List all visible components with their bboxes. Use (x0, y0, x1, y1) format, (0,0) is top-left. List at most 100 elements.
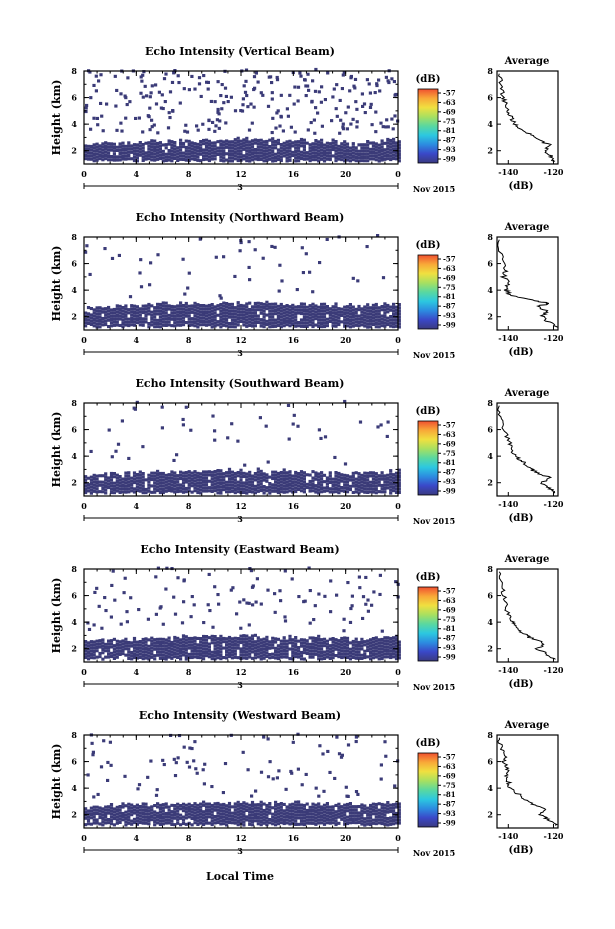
echo-cell (242, 323, 246, 327)
echo-cell (351, 154, 355, 158)
echo-cell (118, 817, 122, 821)
echo-cell (109, 308, 114, 312)
echo-cell (348, 149, 352, 153)
echo-cell (256, 145, 260, 149)
echo-cell (135, 813, 139, 817)
echo-cell (204, 307, 209, 311)
echo-cell (331, 814, 335, 818)
echo-cell (328, 319, 332, 323)
echo-cell (193, 321, 197, 325)
echo-cell (288, 806, 292, 810)
echo-cell (354, 808, 358, 812)
echo-cell (225, 820, 229, 824)
echo-cell (282, 308, 286, 312)
echo-cell (92, 314, 96, 318)
echo-cell (394, 484, 399, 488)
echo-cell (262, 656, 266, 660)
echo-cell (161, 819, 165, 823)
echo-cell (173, 471, 177, 475)
echo-cell (262, 644, 266, 648)
echo-cell (366, 490, 370, 494)
echo-cell (124, 640, 128, 644)
echo-cell (176, 483, 180, 487)
echo-speckle (394, 580, 398, 584)
echo-speckle (162, 77, 167, 81)
echo-cell (366, 813, 370, 817)
echo-cell (377, 306, 381, 310)
echo-cell (363, 481, 367, 485)
echo-speckle (152, 123, 156, 127)
echo-cell (389, 142, 393, 146)
echo-cell (348, 488, 352, 492)
echo-speckle (229, 95, 233, 99)
echo-cell (158, 322, 162, 326)
echo-cell (285, 143, 289, 147)
echo-cell (343, 822, 347, 826)
echo-cell (167, 149, 171, 153)
echo-cell (118, 808, 122, 812)
echo-speckle (317, 592, 321, 596)
echo-cell (207, 310, 211, 314)
echo-speckle (310, 99, 314, 103)
echo-cell (294, 480, 298, 484)
echo-cell (369, 474, 373, 478)
echo-cell (380, 809, 384, 813)
echo-cell (92, 317, 96, 321)
echo-cell (392, 636, 396, 640)
echo-cell (314, 819, 318, 823)
echo-cell (213, 324, 217, 328)
echo-cell (271, 483, 275, 487)
echo-cell (386, 310, 390, 314)
echo-cell (158, 650, 162, 654)
echo-speckle (319, 436, 323, 440)
echo-cell (245, 308, 249, 312)
echo-cell (366, 316, 370, 320)
echo-cell (109, 645, 114, 649)
echo-cell (199, 310, 203, 314)
echo-cell (253, 478, 257, 482)
echo-cell (317, 149, 321, 153)
echo-cell (210, 810, 214, 814)
echo-cell (219, 306, 223, 310)
echo-cell (271, 486, 275, 490)
echo-cell (392, 809, 396, 813)
echo-cell (279, 821, 283, 825)
echo-cell (343, 312, 347, 316)
echo-cell (170, 810, 174, 814)
echo-speckle (119, 121, 123, 125)
echo-cell (325, 652, 329, 656)
echo-cell (265, 319, 269, 323)
echo-cell (271, 321, 275, 325)
echo-cell (156, 802, 160, 806)
echo-speckle (335, 114, 339, 118)
echo-cell (348, 808, 352, 812)
echo-cell (383, 642, 387, 646)
echo-cell (279, 811, 283, 815)
echo-cell (299, 822, 304, 826)
echo-cell (343, 655, 347, 659)
echo-cell (124, 157, 128, 161)
echo-cell (282, 636, 286, 640)
echo-cell (121, 480, 125, 484)
echo-cell (377, 815, 381, 819)
echo-cell (325, 655, 329, 659)
echo-cell (141, 323, 145, 327)
echo-cell (245, 491, 249, 495)
echo-cell (331, 138, 335, 142)
echo-cell (158, 157, 162, 161)
echo-cell (366, 471, 370, 475)
echo-cell (337, 815, 341, 819)
echo-cell (190, 474, 194, 478)
echo-cell (204, 651, 209, 655)
echo-cell (322, 810, 327, 814)
echo-cell (294, 486, 298, 490)
echo-cell (213, 305, 217, 309)
echo-speckle (138, 271, 142, 275)
echo-cell (325, 311, 329, 315)
echo-cell (282, 314, 286, 318)
echo-cell (164, 811, 168, 815)
echo-cell (89, 656, 93, 660)
echo-speckle (326, 749, 330, 753)
echo-cell (397, 481, 401, 485)
echo-cell (164, 146, 168, 150)
